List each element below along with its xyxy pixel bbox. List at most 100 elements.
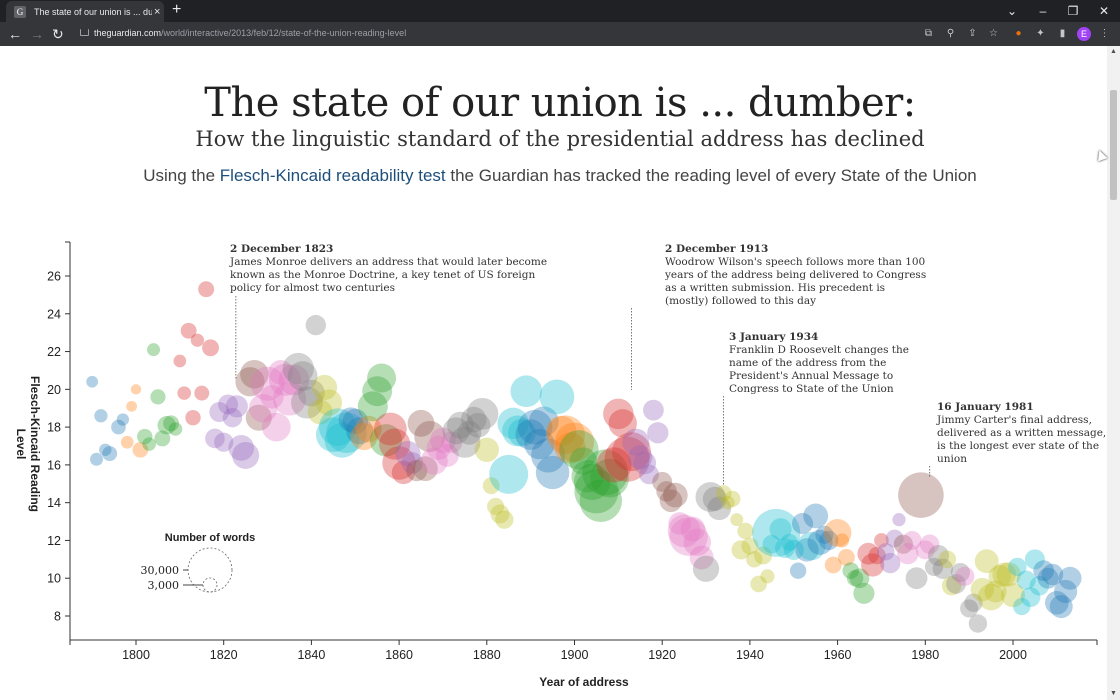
bubble-1982[interactable] [924, 557, 944, 577]
bubble-1868[interactable] [420, 447, 448, 475]
bubble-1895[interactable] [535, 455, 570, 490]
forward-icon[interactable]: → [30, 26, 44, 42]
bubble-1998[interactable] [992, 562, 1017, 587]
bubble-1873[interactable] [442, 417, 470, 445]
bubble-1841[interactable] [305, 314, 326, 336]
zoom-icon[interactable]: ⚲ [946, 28, 955, 39]
bubble-1791[interactable] [90, 452, 104, 466]
bubble-1885[interactable] [489, 454, 529, 494]
bubble-1939[interactable] [737, 522, 754, 540]
bubble-1956[interactable] [807, 529, 833, 555]
bubble-1968[interactable] [861, 553, 885, 577]
browser-tab[interactable]: G The state of our union is ... dumb × [6, 1, 164, 22]
bubble-1808[interactable] [163, 415, 180, 432]
bubble-1938[interactable] [731, 540, 751, 560]
bubble-1933[interactable] [707, 496, 732, 521]
bubble-2009[interactable] [1041, 563, 1064, 586]
bubble-2003[interactable] [1016, 570, 1036, 590]
close-window-icon[interactable]: ✕ [1098, 4, 1110, 18]
bubble-1990[interactable] [960, 599, 979, 618]
bubble-1881[interactable] [482, 477, 500, 495]
profile-avatar[interactable]: E [1077, 27, 1091, 41]
bubble-1984[interactable] [932, 558, 954, 579]
bubble-1967[interactable] [857, 542, 880, 565]
bubble-1819[interactable] [209, 402, 230, 422]
bubble-1954[interactable] [797, 531, 826, 561]
bubble-1904[interactable] [573, 463, 611, 501]
bubble-1852[interactable] [350, 422, 378, 451]
bubble-1889[interactable] [510, 375, 543, 408]
bubble-1947[interactable] [769, 518, 792, 541]
bubble-1891[interactable] [517, 409, 553, 445]
bubble-1969[interactable] [868, 546, 886, 565]
bubble-1997[interactable] [988, 564, 1012, 588]
bubble-1918[interactable] [643, 399, 664, 421]
bubble-1840[interactable] [298, 379, 325, 407]
bubble-1823[interactable] [225, 395, 248, 418]
bubble-1790[interactable] [86, 375, 99, 388]
bubble-1824[interactable] [228, 435, 255, 461]
bubble-1981[interactable] [919, 534, 940, 554]
bubble-2006[interactable] [1029, 575, 1050, 596]
bubble-1837[interactable] [282, 352, 314, 385]
bubble-1833[interactable] [268, 360, 294, 385]
bubble-1856[interactable] [367, 363, 397, 393]
bubble-1878[interactable] [465, 412, 491, 438]
bubble-1865[interactable] [407, 409, 435, 437]
bubble-1799[interactable] [126, 400, 137, 412]
bubble-1934[interactable] [715, 485, 732, 502]
bubble-1928[interactable] [683, 528, 711, 557]
tab-search-icon[interactable]: ⌄ [1006, 4, 1018, 18]
bubble-1825[interactable] [232, 441, 260, 469]
scroll-down-icon[interactable]: ▼ [1110, 690, 1117, 697]
bubble-1858[interactable] [373, 412, 407, 446]
bubble-1830[interactable] [250, 366, 285, 401]
bubble-1815[interactable] [194, 385, 210, 401]
bubble-1989[interactable] [955, 566, 975, 586]
bubble-2011[interactable] [1049, 595, 1073, 619]
bubble-1912[interactable] [604, 436, 650, 482]
bubble-1902[interactable] [569, 447, 598, 475]
bubble-1948[interactable] [774, 538, 795, 558]
bubble-1855[interactable] [362, 376, 393, 407]
bubble-1890[interactable] [515, 419, 546, 450]
bubble-1944[interactable] [760, 569, 775, 584]
bubble-1827[interactable] [240, 359, 269, 389]
bubble-1983[interactable] [927, 545, 950, 567]
bubble-1849[interactable] [338, 407, 364, 432]
bubble-1973[interactable] [885, 529, 904, 548]
bubble-1951[interactable] [789, 562, 807, 579]
bubble-1964[interactable] [846, 570, 864, 587]
url-field[interactable]: theguardian.com/world/interactive/2013/f… [94, 28, 406, 38]
bubble-1905[interactable] [574, 469, 619, 514]
minimize-icon[interactable]: – [1039, 4, 1047, 18]
bubble-1936[interactable] [724, 490, 741, 507]
bubble-1965[interactable] [849, 568, 870, 589]
bubble-1843[interactable] [312, 374, 338, 400]
bubble-1859[interactable] [379, 428, 411, 460]
bubble-2001[interactable] [1008, 557, 1027, 577]
bubble-1970[interactable] [874, 533, 889, 548]
bubble-1797[interactable] [116, 413, 130, 426]
bubble-1903[interactable] [571, 460, 604, 493]
bubble-1935[interactable] [721, 495, 735, 510]
bubble-1996[interactable] [984, 580, 1007, 603]
bubble-1893[interactable] [528, 406, 559, 437]
bubble-1999[interactable] [996, 562, 1021, 587]
bubble-1847[interactable] [324, 422, 360, 458]
bubble-1814[interactable] [190, 333, 205, 347]
bubble-1876[interactable] [457, 420, 482, 445]
bubble-1950[interactable] [783, 539, 804, 560]
bubble-1932[interactable] [702, 486, 727, 511]
bubble-1972[interactable] [880, 552, 901, 574]
bubble-1811[interactable] [177, 386, 192, 400]
bubble-1828[interactable] [245, 404, 272, 431]
bubble-1805[interactable] [150, 389, 166, 405]
bubble-1848[interactable] [326, 412, 367, 454]
bubble-1796[interactable] [111, 419, 126, 435]
bubble-1906[interactable] [579, 479, 623, 522]
bubble-1925[interactable] [667, 514, 701, 548]
bubble-1917[interactable] [639, 464, 659, 485]
bubble-1961[interactable] [834, 533, 850, 548]
bubble-1857[interactable] [369, 424, 403, 457]
